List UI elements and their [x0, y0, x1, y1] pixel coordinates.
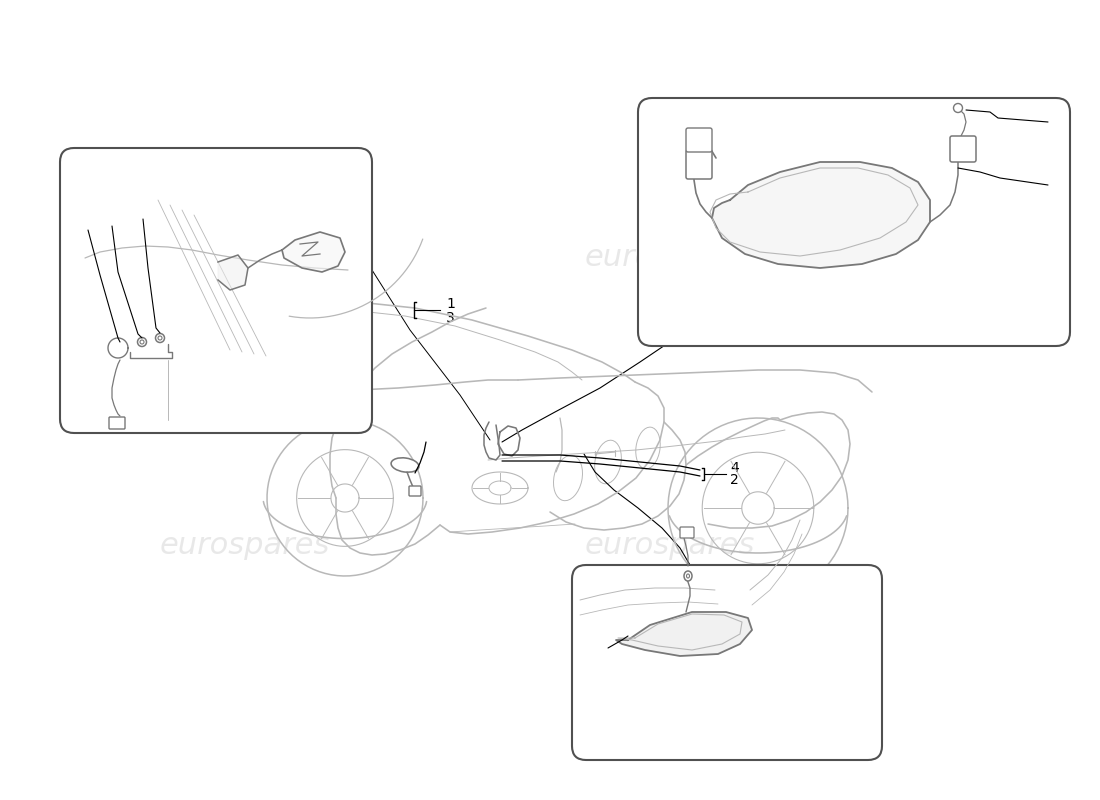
Ellipse shape: [275, 342, 285, 346]
Text: 1: 1: [446, 297, 455, 311]
Text: 3: 3: [446, 311, 454, 325]
Polygon shape: [712, 162, 930, 268]
Polygon shape: [616, 612, 752, 656]
Text: 9: 9: [1052, 115, 1060, 129]
Ellipse shape: [155, 334, 165, 342]
Ellipse shape: [140, 340, 144, 344]
Ellipse shape: [684, 571, 692, 581]
Text: 5: 5: [594, 641, 603, 655]
Text: 6: 6: [84, 217, 92, 231]
Text: eurospares: eurospares: [585, 243, 756, 273]
FancyBboxPatch shape: [680, 527, 694, 538]
Text: eurospares: eurospares: [585, 530, 756, 559]
FancyBboxPatch shape: [638, 98, 1070, 346]
FancyBboxPatch shape: [109, 417, 125, 429]
Ellipse shape: [636, 427, 660, 469]
Polygon shape: [282, 232, 345, 272]
Ellipse shape: [138, 338, 146, 346]
FancyBboxPatch shape: [60, 148, 372, 433]
Ellipse shape: [392, 458, 419, 472]
FancyBboxPatch shape: [572, 565, 882, 760]
Text: eurospares: eurospares: [160, 530, 330, 559]
Ellipse shape: [287, 338, 297, 342]
FancyBboxPatch shape: [409, 486, 421, 496]
Ellipse shape: [954, 103, 962, 113]
Ellipse shape: [553, 455, 583, 501]
Text: 2: 2: [730, 473, 739, 487]
Ellipse shape: [251, 350, 261, 354]
Text: 4: 4: [730, 461, 739, 475]
Text: 7: 7: [108, 212, 117, 226]
Text: eurospares: eurospares: [160, 243, 330, 273]
FancyBboxPatch shape: [686, 150, 712, 179]
Ellipse shape: [263, 346, 273, 350]
Text: 8: 8: [1052, 178, 1060, 192]
FancyBboxPatch shape: [950, 136, 976, 162]
Polygon shape: [218, 255, 248, 290]
Text: 10: 10: [131, 205, 149, 219]
Ellipse shape: [158, 336, 162, 340]
Ellipse shape: [686, 574, 690, 578]
Ellipse shape: [595, 440, 621, 484]
FancyBboxPatch shape: [686, 128, 712, 152]
Ellipse shape: [192, 271, 228, 293]
